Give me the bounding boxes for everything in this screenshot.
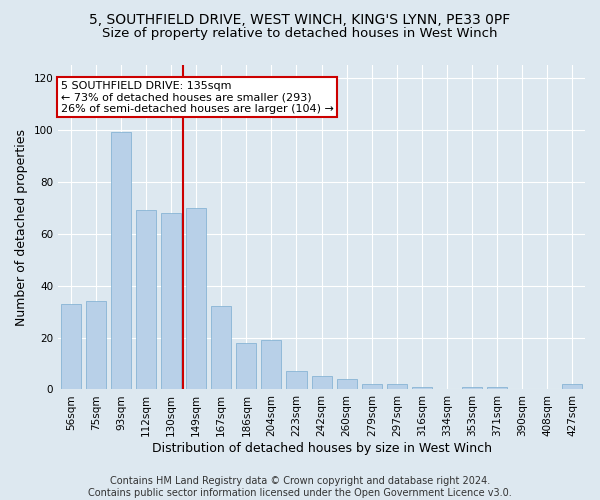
Bar — [462, 387, 482, 390]
Bar — [387, 384, 407, 390]
Bar — [412, 387, 432, 390]
Bar — [362, 384, 382, 390]
Text: 5 SOUTHFIELD DRIVE: 135sqm
← 73% of detached houses are smaller (293)
26% of sem: 5 SOUTHFIELD DRIVE: 135sqm ← 73% of deta… — [61, 80, 334, 114]
Bar — [161, 213, 181, 390]
Bar — [562, 384, 583, 390]
Bar — [311, 376, 332, 390]
Y-axis label: Number of detached properties: Number of detached properties — [15, 128, 28, 326]
Bar — [487, 387, 507, 390]
Bar — [136, 210, 156, 390]
Bar — [86, 301, 106, 390]
Bar — [111, 132, 131, 390]
Bar — [61, 304, 81, 390]
Bar — [262, 340, 281, 390]
Text: Size of property relative to detached houses in West Winch: Size of property relative to detached ho… — [102, 28, 498, 40]
Bar — [211, 306, 231, 390]
Text: 5, SOUTHFIELD DRIVE, WEST WINCH, KING'S LYNN, PE33 0PF: 5, SOUTHFIELD DRIVE, WEST WINCH, KING'S … — [89, 12, 511, 26]
Bar — [186, 208, 206, 390]
Text: Contains HM Land Registry data © Crown copyright and database right 2024.
Contai: Contains HM Land Registry data © Crown c… — [88, 476, 512, 498]
Bar — [236, 342, 256, 390]
X-axis label: Distribution of detached houses by size in West Winch: Distribution of detached houses by size … — [152, 442, 491, 455]
Bar — [286, 372, 307, 390]
Bar — [337, 379, 357, 390]
